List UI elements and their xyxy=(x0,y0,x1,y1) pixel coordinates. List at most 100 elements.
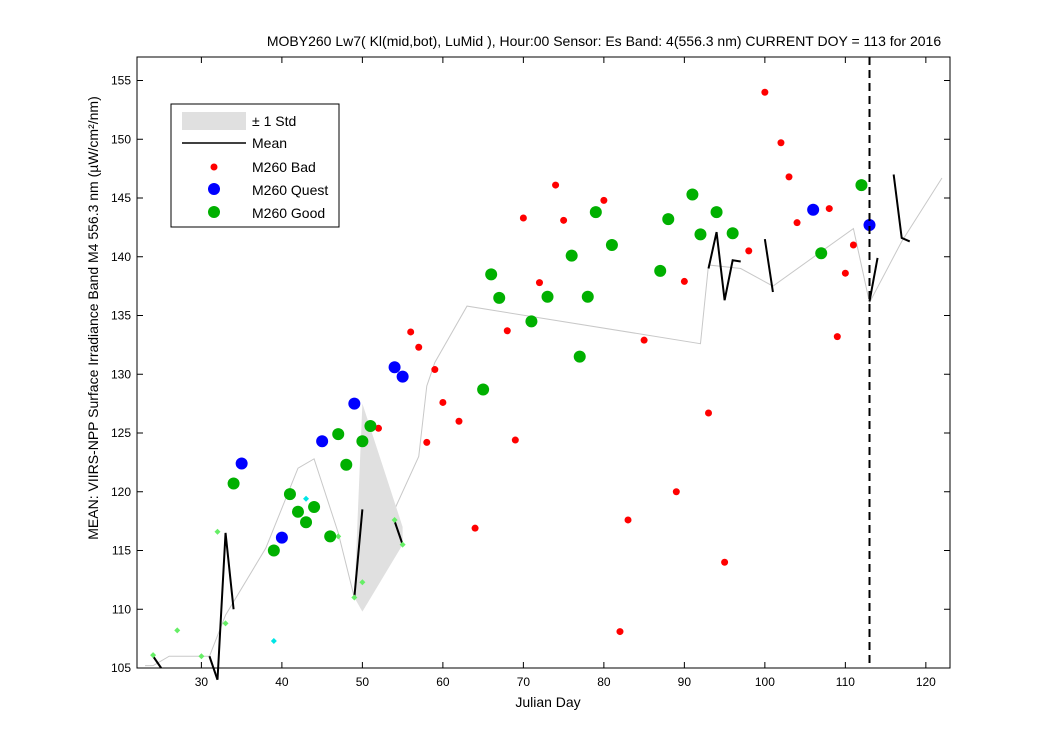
small-marker xyxy=(222,620,229,627)
m260-bad-point xyxy=(745,247,753,255)
m260-bad-point xyxy=(455,417,463,425)
legend-bad-marker xyxy=(210,163,218,171)
x-tick-label: 120 xyxy=(916,675,936,689)
x-tick-label: 100 xyxy=(755,675,775,689)
m260-bad-point xyxy=(471,524,479,532)
m260-good-point xyxy=(815,247,828,260)
m260-quest-point xyxy=(807,203,820,216)
m260-bad-point xyxy=(761,88,769,96)
m260-good-point xyxy=(324,530,337,543)
climatology-polyline xyxy=(145,177,943,667)
std-band xyxy=(354,403,403,612)
m260-good-point xyxy=(694,228,707,241)
m260-quest-point xyxy=(396,370,409,383)
x-tick-label: 80 xyxy=(597,675,611,689)
m260-bad-point xyxy=(825,205,833,213)
m260-good-point xyxy=(686,188,699,201)
m260-bad-point xyxy=(535,279,543,287)
x-tick-label: 110 xyxy=(836,675,855,689)
y-tick-label: 140 xyxy=(111,250,131,264)
small-marker xyxy=(303,495,310,502)
x-tick-label: 50 xyxy=(356,675,370,689)
mean-segment xyxy=(393,520,404,545)
m260-bad-point xyxy=(680,277,688,285)
m260-bad-point xyxy=(511,436,519,444)
legend-quest-label: M260 Quest xyxy=(252,182,328,198)
legend-good-marker xyxy=(208,206,220,218)
small-marker xyxy=(214,528,221,535)
x-tick-label: 40 xyxy=(275,675,289,689)
m260-quest-point xyxy=(348,397,361,410)
m260-good-point xyxy=(662,213,675,226)
y-tick-label: 105 xyxy=(111,661,131,675)
m260-good-point xyxy=(589,206,602,219)
y-tick-label: 130 xyxy=(111,367,131,381)
m260-bad-point xyxy=(374,424,382,432)
y-tick-label: 125 xyxy=(111,426,131,440)
y-tick-label: 110 xyxy=(112,602,131,616)
std-band-area xyxy=(354,403,403,612)
y-tick-label: 115 xyxy=(112,544,131,558)
x-tick-label: 70 xyxy=(517,675,531,689)
legend-quest-marker xyxy=(208,183,220,195)
small-marker xyxy=(174,627,181,634)
m260-bad-point xyxy=(640,336,648,344)
m260-bad-point xyxy=(616,628,624,636)
m260-good-point xyxy=(485,268,498,281)
m260-good-point xyxy=(267,544,280,557)
small-marker xyxy=(270,637,277,644)
data-points xyxy=(227,88,876,636)
m260-bad-point xyxy=(439,398,447,406)
small-marker xyxy=(359,579,366,586)
m260-bad-point xyxy=(849,241,857,249)
m260-good-point xyxy=(541,290,554,303)
m260-bad-point xyxy=(841,269,849,277)
m260-bad-point xyxy=(624,516,632,524)
m260-good-point xyxy=(356,435,369,448)
m260-good-point xyxy=(283,488,296,501)
y-tick-label: 145 xyxy=(111,191,131,205)
y-axis-label: MEAN: VIIRS-NPP Surface Irradiance Band … xyxy=(85,96,101,540)
m260-good-point xyxy=(493,291,506,304)
m260-good-point xyxy=(581,290,594,303)
mean-segment xyxy=(208,655,219,681)
m260-good-point xyxy=(573,350,586,363)
m260-bad-point xyxy=(600,196,608,204)
mean-lines xyxy=(152,174,911,681)
small-markers xyxy=(150,495,406,660)
m260-bad-point xyxy=(407,328,415,336)
mean-segment xyxy=(763,238,774,293)
m260-good-point xyxy=(605,239,618,251)
climatology-line xyxy=(145,177,943,667)
legend-std-swatch xyxy=(182,112,246,130)
x-tick-label: 60 xyxy=(436,675,450,689)
legend-std-label: ± 1 Std xyxy=(252,113,296,129)
mean-segment xyxy=(892,174,911,243)
m260-bad-point xyxy=(672,488,680,496)
mean-segment xyxy=(216,532,235,680)
m260-good-point xyxy=(710,206,723,219)
legend-bad-label: M260 Bad xyxy=(252,159,316,175)
chart-title: MOBY260 Lw7( Kl(mid,bot), LuMid ), Hour:… xyxy=(267,33,941,49)
m260-good-point xyxy=(340,458,353,471)
m260-good-point xyxy=(227,477,240,490)
m260-bad-point xyxy=(560,216,568,224)
legend-mean-label: Mean xyxy=(252,135,287,151)
m260-good-point xyxy=(477,383,490,396)
x-axis-label: Julian Day xyxy=(515,694,580,710)
m260-bad-point xyxy=(705,409,713,417)
small-marker xyxy=(351,594,358,601)
m260-good-point xyxy=(308,501,321,514)
m260-bad-point xyxy=(793,219,801,227)
m260-bad-point xyxy=(519,214,527,222)
m260-bad-point xyxy=(423,438,431,446)
x-tick-label: 30 xyxy=(195,675,209,689)
m260-bad-point xyxy=(777,139,785,147)
m260-good-point xyxy=(855,179,868,192)
mean-segment xyxy=(152,655,162,669)
m260-bad-point xyxy=(552,181,560,189)
m260-good-point xyxy=(726,227,739,240)
m260-good-point xyxy=(525,315,538,328)
m260-quest-point xyxy=(235,457,248,470)
y-tick-label: 135 xyxy=(111,309,131,323)
